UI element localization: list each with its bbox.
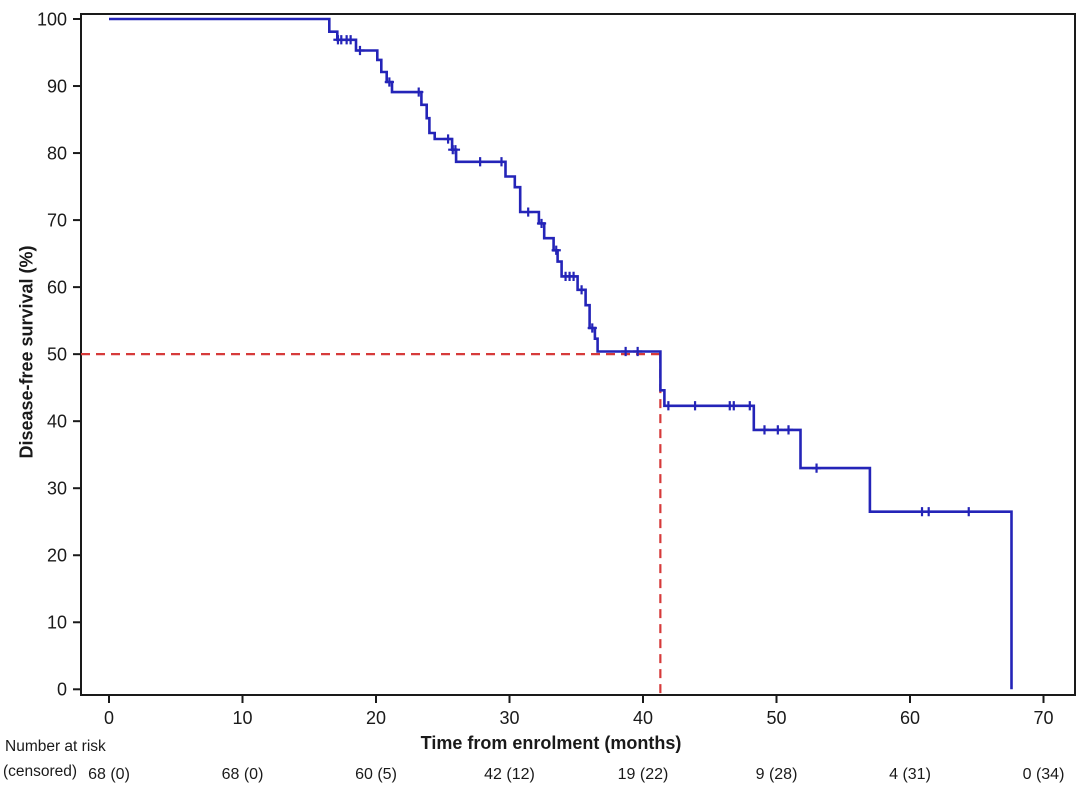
censor-mark-23 (690, 401, 700, 411)
censor-mark-27 (759, 425, 770, 435)
censor-mark-7 (443, 134, 453, 144)
censor-mark-22 (663, 401, 673, 411)
censor-mark-25 (729, 401, 739, 411)
y-axis-title: Disease-free survival (%) (16, 245, 37, 459)
censored-subheader: (censored) (3, 763, 78, 780)
risk-value-1: 68 (0) (222, 766, 264, 783)
censor-mark-5 (384, 77, 394, 87)
censor-mark-33 (964, 507, 974, 517)
risk-value-3: 42 (12) (484, 766, 535, 783)
x-tick-label-5: 50 (766, 708, 786, 728)
censor-mark-28 (773, 425, 783, 435)
km-curve (109, 17, 1013, 690)
risk-value-5: 9 (28) (756, 766, 798, 783)
y-tick-label-5: 50 (47, 344, 67, 364)
x-tick-label-4: 40 (633, 708, 653, 728)
risk-value-0: 68 (0) (88, 766, 130, 783)
censor-mark-13 (536, 218, 547, 229)
censor-mark-20 (621, 346, 631, 357)
x-tick-label-2: 20 (366, 708, 386, 728)
censor-mark-3 (346, 35, 356, 45)
x-tick-label-0: 0 (104, 708, 114, 728)
censor-mark-29 (783, 425, 794, 435)
x-tick-label-6: 60 (900, 708, 920, 728)
risk-value-7: 0 (34) (1023, 766, 1065, 783)
y-tick-label-2: 20 (47, 546, 67, 566)
x-tick-label-1: 10 (232, 708, 252, 728)
censor-mark-17 (568, 271, 579, 281)
risk-value-2: 60 (5) (355, 766, 397, 783)
y-tick-label-10: 100 (37, 9, 67, 29)
censor-mark-6 (414, 87, 424, 97)
x-tick-label-7: 70 (1033, 708, 1053, 728)
y-tick-label-4: 40 (47, 411, 67, 431)
y-tick-label-7: 70 (47, 210, 67, 230)
censor-mark-12 (523, 207, 533, 217)
x-axis-title: Time from enrolment (months) (420, 733, 682, 753)
y-tick-label-8: 80 (47, 143, 67, 163)
censor-mark-26 (745, 401, 755, 411)
y-tick-label-3: 30 (47, 479, 67, 499)
number-at-risk-header: Number at risk (5, 738, 106, 755)
censor-mark-19 (587, 323, 597, 333)
censor-mark-18 (576, 285, 587, 295)
censor-mark-32 (924, 507, 934, 517)
y-tick-label-9: 90 (47, 76, 67, 96)
y-tick-label-0: 0 (57, 680, 67, 700)
censor-mark-30 (811, 463, 822, 473)
censor-mark-14 (551, 245, 561, 255)
censor-mark-4 (355, 45, 365, 56)
x-tick-label-3: 30 (499, 708, 519, 728)
y-tick-label-6: 60 (47, 277, 67, 297)
censor-mark-9 (450, 145, 461, 155)
y-tick-label-1: 10 (47, 613, 67, 633)
risk-value-4: 19 (22) (618, 766, 669, 783)
risk-value-6: 4 (31) (889, 766, 931, 783)
censor-mark-11 (496, 157, 507, 167)
censor-mark-21 (633, 346, 643, 357)
censor-mark-10 (475, 157, 485, 167)
